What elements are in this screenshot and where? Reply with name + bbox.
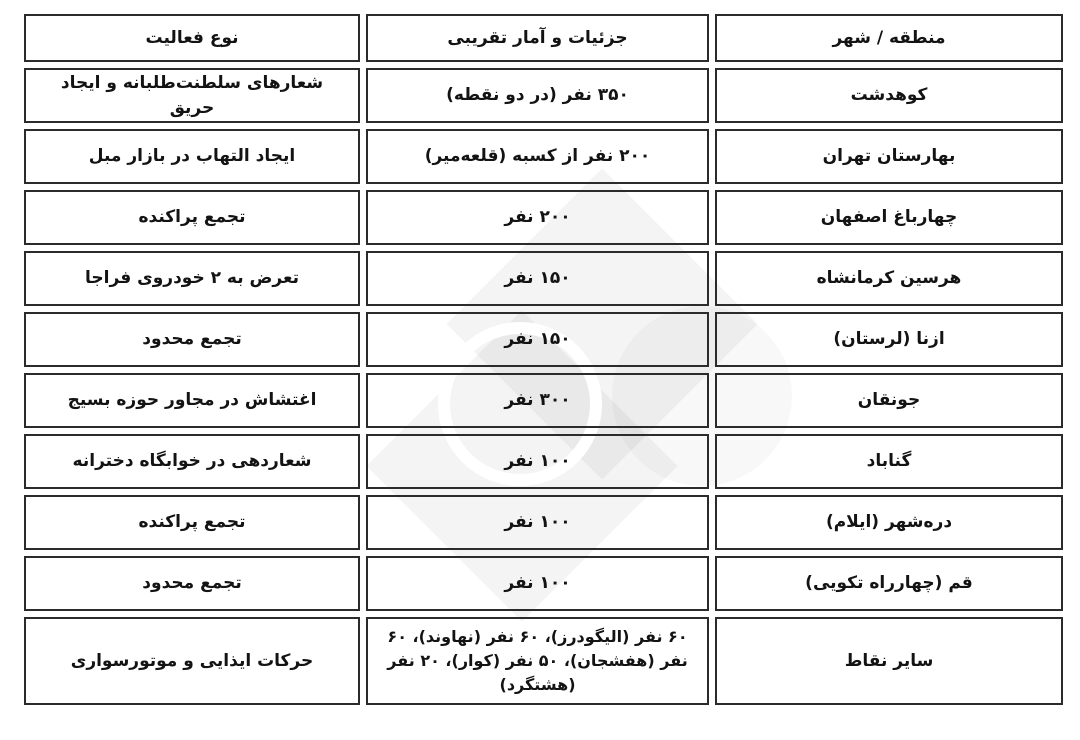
region-cell: گناباد bbox=[715, 434, 1063, 489]
region-cell: ازنا (لرستان) bbox=[715, 312, 1063, 367]
region-cell: کوهدشت bbox=[715, 68, 1063, 123]
details-cell: ۶۰ نفر (الیگودرز)، ۶۰ نفر (نهاوند)، ۶۰ ن… bbox=[366, 617, 709, 705]
details-cell: ۱۰۰ نفر bbox=[366, 434, 709, 489]
activity-cell: تعرض به ۲ خودروی فراجا bbox=[24, 251, 360, 306]
details-cell: ۱۰۰ نفر bbox=[366, 495, 709, 550]
activity-cell: تجمع پراکنده bbox=[24, 495, 360, 550]
region-cell: هرسین کرمانشاه bbox=[715, 251, 1063, 306]
details-cell: ۱۵۰ نفر bbox=[366, 312, 709, 367]
region-cell: دره‌شهر (ایلام) bbox=[715, 495, 1063, 550]
watermark bbox=[0, 14, 1080, 740]
column-header-details: جزئیات و آمار تقریبی bbox=[366, 14, 709, 62]
activity-cell: شعاردهی در خوابگاه دخترانه bbox=[24, 434, 360, 489]
region-cell: جونقان bbox=[715, 373, 1063, 428]
activity-cell: حرکات ایذایی و موتورسواری bbox=[24, 617, 360, 705]
region-cell: بهارستان تهران bbox=[715, 129, 1063, 184]
region-cell: چهارباغ اصفهان bbox=[715, 190, 1063, 245]
details-cell: ۲۰۰ نفر از کسبه (قلعه‌میر) bbox=[366, 129, 709, 184]
region-cell: قم (چهارراه تکویی) bbox=[715, 556, 1063, 611]
activity-cell: ایجاد التهاب در بازار مبل bbox=[24, 129, 360, 184]
details-cell: ۱۰۰ نفر bbox=[366, 556, 709, 611]
details-cell: ۲۰۰ نفر bbox=[366, 190, 709, 245]
activity-cell: تجمع پراکنده bbox=[24, 190, 360, 245]
activity-cell: تجمع محدود bbox=[24, 312, 360, 367]
column-header-region: منطقه / شهر bbox=[715, 14, 1063, 62]
column-header-activity: نوع فعالیت bbox=[24, 14, 360, 62]
activity-cell: اغتشاش در مجاور حوزه بسیج bbox=[24, 373, 360, 428]
activity-cell: تجمع محدود bbox=[24, 556, 360, 611]
region-cell: سایر نقاط bbox=[715, 617, 1063, 705]
activity-cell: شعارهای سلطنت‌طلبانه و ایجاد حریق bbox=[24, 68, 360, 123]
details-cell: ۱۵۰ نفر bbox=[366, 251, 709, 306]
details-cell: ۳۰۰ نفر bbox=[366, 373, 709, 428]
details-cell: ۳۵۰ نفر (در دو نقطه) bbox=[366, 68, 709, 123]
incidents-table: منطقه / شهر جزئیات و آمار تقریبی نوع فعا… bbox=[18, 14, 1063, 705]
